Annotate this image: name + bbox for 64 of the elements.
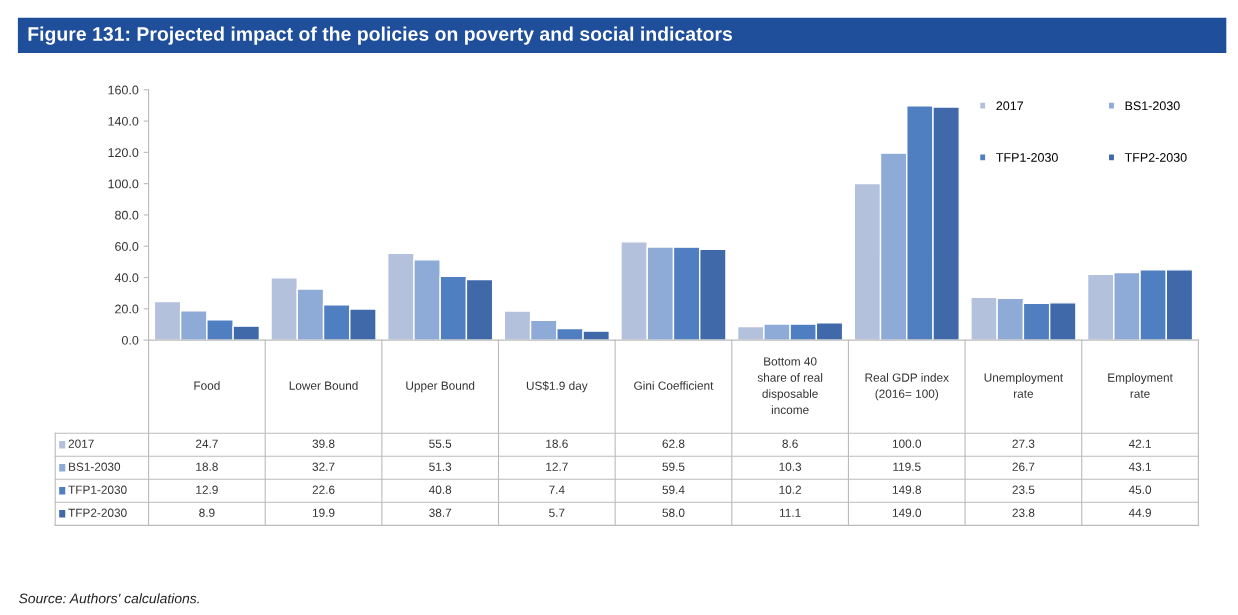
data-label: 12.7 — [546, 462, 568, 471]
data-label: 58.0 — [662, 508, 685, 517]
data-label: 22.6 — [312, 485, 335, 494]
y-tick-label: 40.0 — [114, 273, 139, 283]
x-tick-label: Real GDP index (2016= 100) — [865, 373, 949, 401]
data-label: 43.1 — [1128, 462, 1151, 471]
data-label: 32.7 — [312, 462, 335, 471]
data-label: 45.0 — [1128, 485, 1152, 494]
x-tick-label: Food — [194, 381, 220, 390]
legend-label: BS1-2030 — [1125, 101, 1180, 111]
y-tick-label: 160.0 — [108, 85, 139, 95]
x-tick-label: Employment rate — [1108, 373, 1173, 398]
text: TFP1-2030 — [68, 485, 127, 494]
data-label: 149.8 — [892, 485, 922, 494]
y-tick-label: 140.0 — [108, 116, 139, 126]
text: TFP2-2030 — [68, 508, 127, 517]
x-tick-label: Unemployment rate — [984, 373, 1064, 398]
data-label: 42.1 — [1128, 439, 1151, 448]
x-tick-label: Gini Coefficient — [634, 381, 714, 390]
source-note: Source: Authors' calculations. — [18, 593, 199, 604]
x-tick-label: Lower Bound — [289, 381, 358, 390]
data-label: 19.9 — [312, 508, 335, 517]
legend-label: TFP1-2030 — [996, 153, 1058, 162]
data-label: 7.4 — [549, 485, 565, 494]
data-label: 55.5 — [429, 439, 452, 448]
data-label: 51.3 — [429, 462, 452, 471]
data-label: 59.5 — [662, 462, 685, 471]
y-tick-label: 0.0 — [121, 335, 139, 345]
data-label: 24.7 — [195, 439, 218, 448]
data-label: 40.8 — [428, 485, 452, 494]
data-label: 44.9 — [1128, 508, 1151, 517]
data-label: 18.6 — [546, 439, 568, 448]
y-tick-label: 20.0 — [115, 304, 139, 314]
data-label: 39.8 — [312, 439, 335, 448]
data-label: 27.3 — [1012, 439, 1035, 448]
chart-title: Figure 131: Projected impact of the policies on poverty and social indicators — [28, 26, 733, 45]
y-tick-label: 60.0 — [115, 242, 139, 251]
data-label: 62.8 — [662, 439, 685, 448]
y-tick-label: 80.0 — [115, 210, 139, 220]
data-label: 38.7 — [429, 508, 452, 517]
data-label: 23.8 — [1012, 508, 1035, 517]
y-tick-label: 120.0 — [108, 148, 139, 158]
data-label: 18.8 — [196, 462, 218, 471]
legend-label: 2017 — [996, 101, 1024, 111]
data-label: 23.5 — [1012, 485, 1035, 494]
x-tick-label: Bottom 40 share of real disposable income — [757, 357, 823, 415]
data-label: 8.9 — [199, 508, 215, 517]
data-label: 119.5 — [893, 462, 921, 471]
x-tick-label: Upper Bound — [406, 381, 475, 393]
data-label: 10.3 — [779, 462, 802, 471]
y-tick-label: 100.0 — [108, 179, 139, 189]
text: BS1-2030 — [69, 462, 121, 471]
data-label: 149.0 — [892, 508, 922, 517]
text: 2017 — [68, 439, 94, 448]
x-tick-label: US$1.9 day — [526, 381, 588, 393]
legend-label: TFP2-2030 — [1124, 153, 1187, 162]
data-label: 59.4 — [662, 485, 685, 494]
data-label: 10.2 — [779, 485, 802, 494]
data-label: 5.7 — [549, 508, 565, 517]
data-label: 12.9 — [196, 485, 218, 494]
data-label: 8.6 — [782, 439, 798, 448]
data-label: 11.1 — [779, 508, 801, 517]
data-label: 100.0 — [892, 439, 922, 448]
data-label: 26.7 — [1012, 462, 1035, 471]
